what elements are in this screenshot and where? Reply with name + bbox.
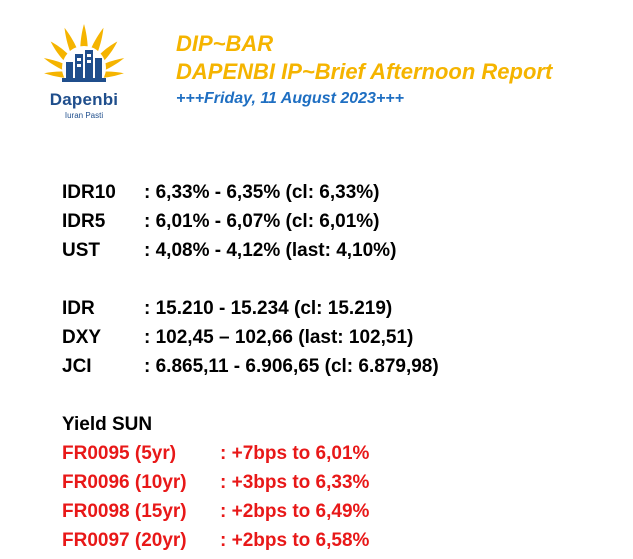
- row-label: IDR: [62, 298, 95, 319]
- row-label: DXY: [62, 327, 102, 348]
- yield-sun-title: Yield SUN: [62, 414, 153, 435]
- yield-row-fr0098: FR0098 (15yr) : +2bps to 6,49%: [62, 497, 439, 526]
- row-label: FR0095 (5yr): [62, 443, 177, 464]
- report-subtitle: DAPENBI IP~Brief Afternoon Report: [176, 59, 553, 84]
- row-label: FR0098 (15yr): [62, 501, 187, 522]
- sun-buildings-logo-icon: [43, 24, 125, 90]
- dapenbi-logo: Dapenbi Iuran Pasti: [28, 18, 158, 128]
- section-gap: [62, 381, 439, 410]
- rate-row-idr5: IDR5 : 6,01% - 6,07% (cl: 6,01%): [62, 207, 439, 236]
- row-value: : +2bps to 6,58%: [220, 530, 370, 551]
- row-value: : +2bps to 6,49%: [220, 501, 370, 522]
- fx-row-idr: IDR : 15.210 - 15.234 (cl: 15.219): [62, 294, 439, 323]
- row-value: : 102,45 – 102,66 (last: 102,51): [144, 327, 414, 348]
- row-label: IDR10: [62, 182, 116, 203]
- row-value: : 4,08% - 4,12% (last: 4,10%): [144, 240, 397, 261]
- row-value: : +7bps to 6,01%: [220, 443, 370, 464]
- row-label: UST: [62, 240, 100, 261]
- row-value: : 15.210 - 15.234 (cl: 15.219): [144, 298, 393, 319]
- brand-name: Dapenbi: [49, 90, 119, 109]
- row-label: FR0097 (20yr): [62, 530, 187, 551]
- row-value: : 6,01% - 6,07% (cl: 6,01%): [144, 211, 380, 232]
- row-value: : +3bps to 6,33%: [220, 472, 370, 493]
- yield-row-fr0095: FR0095 (5yr) : +7bps to 6,01%: [62, 439, 439, 468]
- row-label: JCI: [62, 356, 92, 377]
- report-date: +++Friday, 11 August 2023+++: [176, 90, 404, 107]
- section-gap: [62, 265, 439, 294]
- report-body: IDR10 : 6,33% - 6,35% (cl: 6,33%) IDR5 :…: [62, 178, 439, 555]
- row-value: : 6,33% - 6,35% (cl: 6,33%): [144, 182, 380, 203]
- report-header: DIP~BAR DAPENBI IP~Brief Afternoon Repor…: [176, 30, 552, 112]
- rate-row-ust: UST : 4,08% - 4,12% (last: 4,10%): [62, 236, 439, 265]
- fx-row-jci: JCI : 6.865,11 - 6.906,65 (cl: 6.879,98): [62, 352, 439, 381]
- row-label: FR0096 (10yr): [62, 472, 187, 493]
- report-title: DIP~BAR: [176, 31, 274, 56]
- fx-row-dxy: DXY : 102,45 – 102,66 (last: 102,51): [62, 323, 439, 352]
- yield-row-fr0096: FR0096 (10yr) : +3bps to 6,33%: [62, 468, 439, 497]
- brand-tagline: Iuran Pasti: [64, 111, 104, 120]
- row-value: : 6.865,11 - 6.906,65 (cl: 6.879,98): [144, 356, 439, 377]
- yield-row-fr0097: FR0097 (20yr) : +2bps to 6,58%: [62, 526, 439, 555]
- row-label: IDR5: [62, 211, 106, 232]
- rate-row-idr10: IDR10 : 6,33% - 6,35% (cl: 6,33%): [62, 178, 439, 207]
